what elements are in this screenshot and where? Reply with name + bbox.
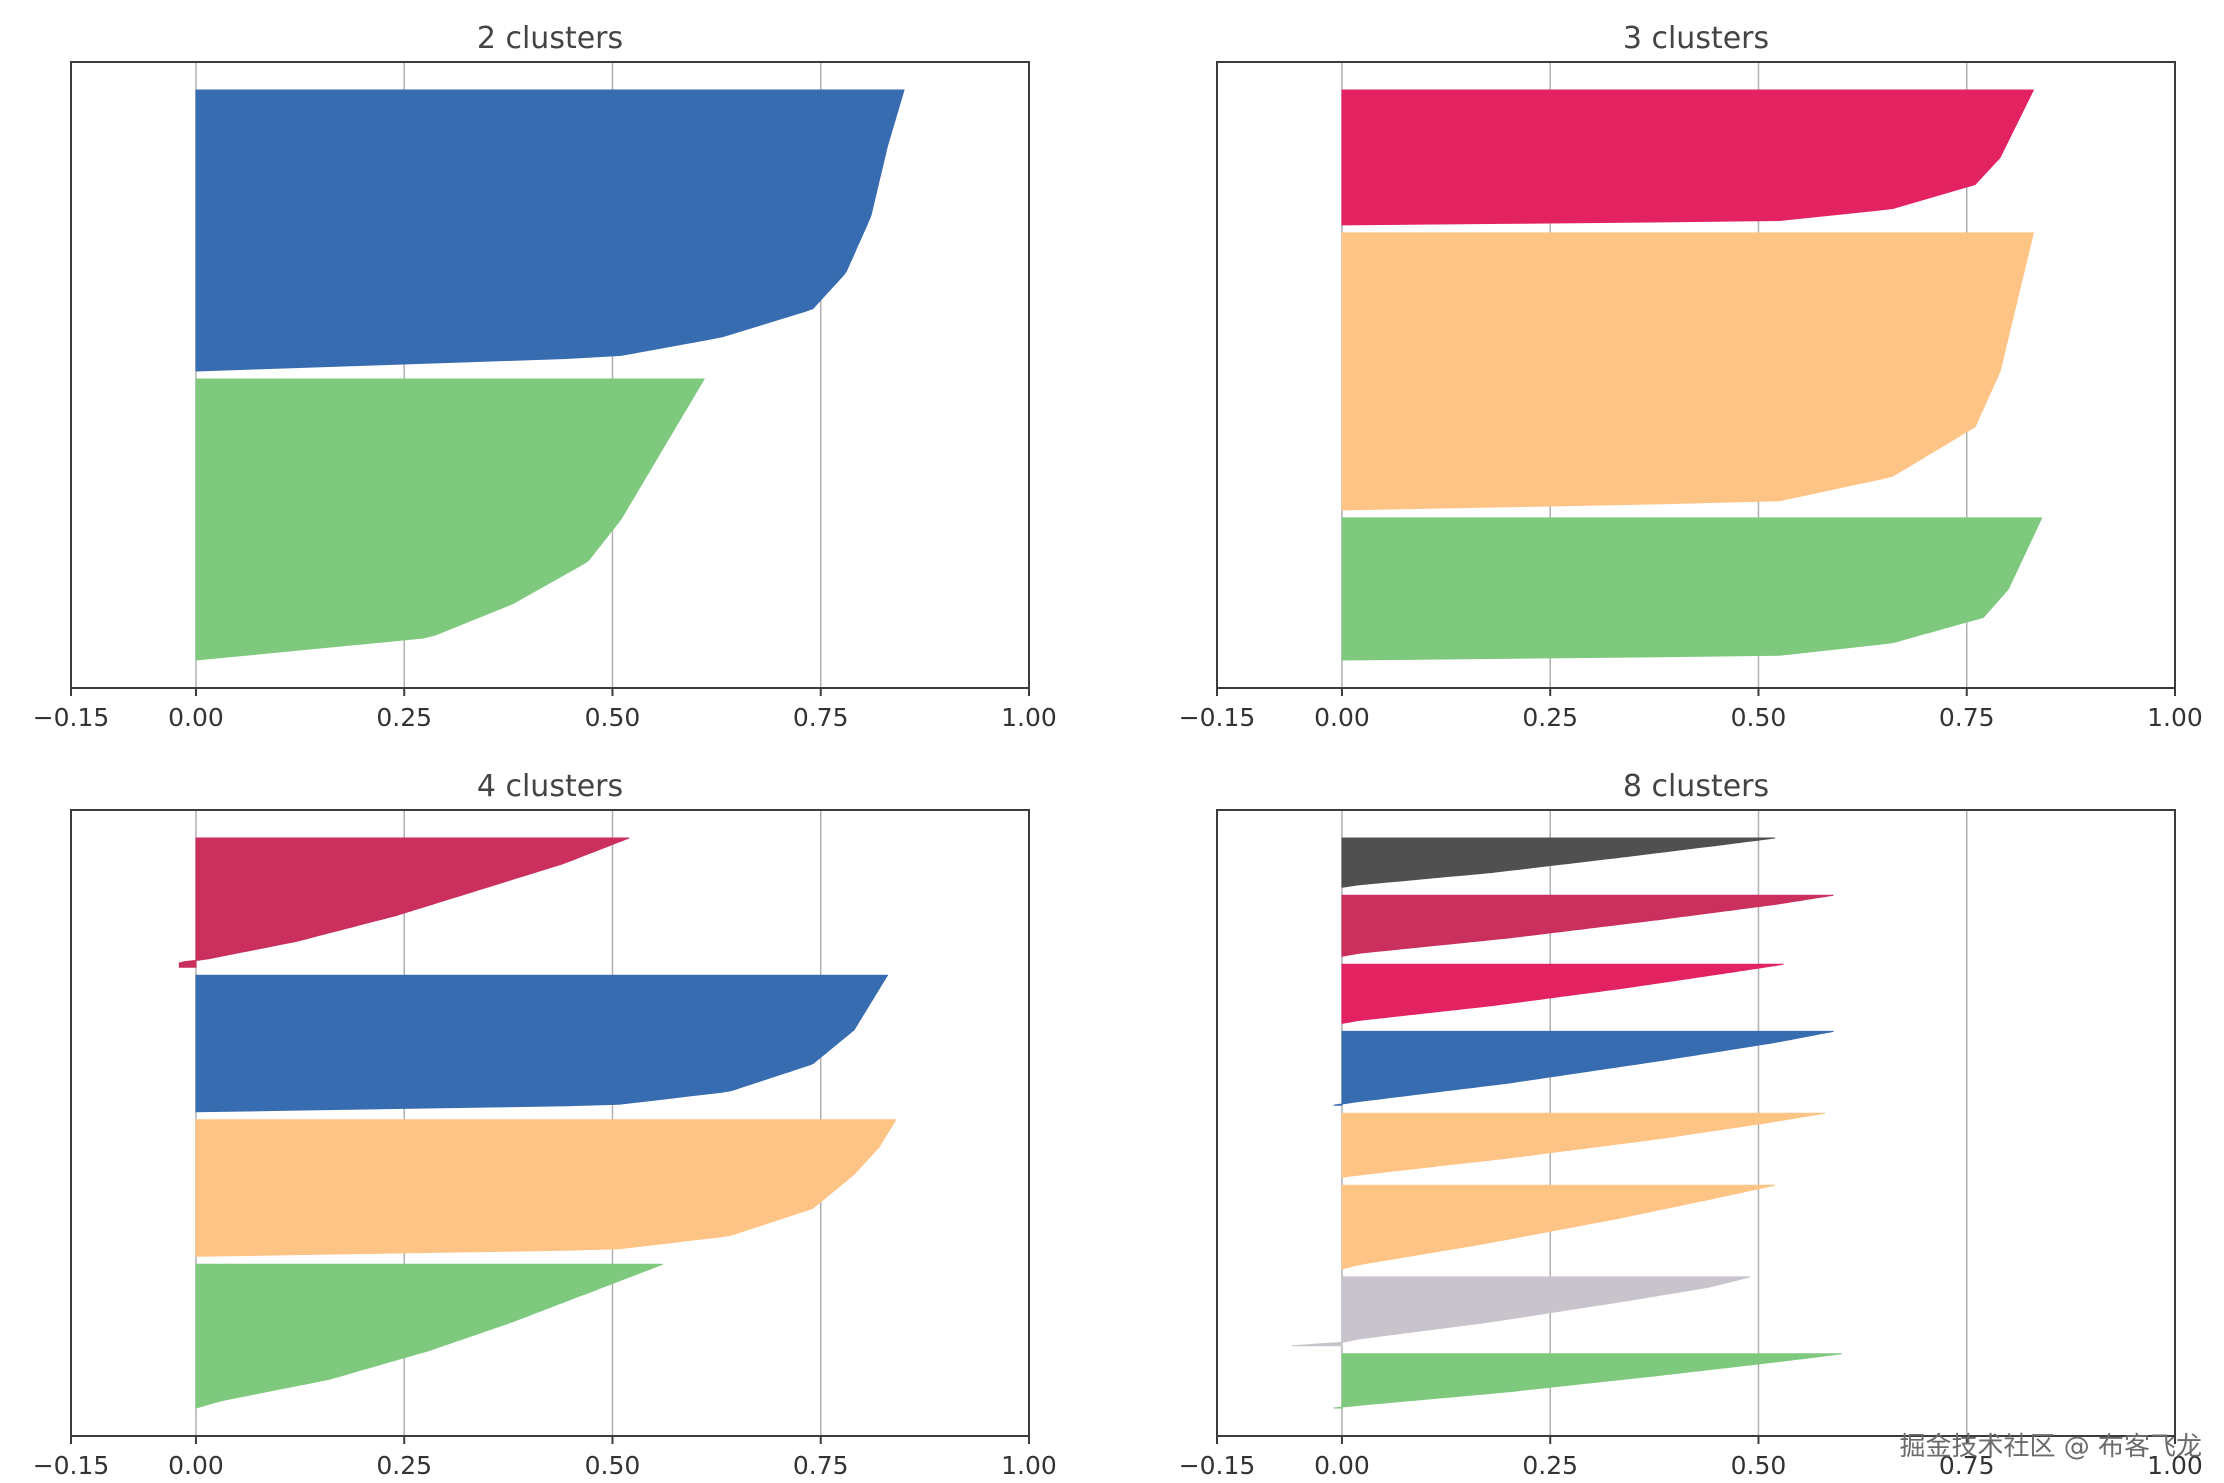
axes-frame — [70, 809, 1030, 1437]
silhouette-cluster-6 — [1341, 963, 1784, 1025]
silhouette-cluster-2 — [195, 1119, 897, 1257]
silhouette-subplot-4: −0.15 0.00 0.25 0.50 0.75 1.00 8 clusters — [1179, 769, 2203, 1480]
axes-frame — [70, 61, 1030, 689]
x-tick-label: −0.15 — [1179, 1451, 1256, 1480]
x-tick-label: 0.50 — [1731, 703, 1787, 732]
silhouette-cluster-2 — [1341, 232, 2035, 511]
x-tick-label: 0.00 — [168, 1451, 224, 1480]
silhouette-cluster-7 — [1341, 894, 1834, 957]
silhouette-cluster-3 — [195, 974, 889, 1113]
silhouette-cluster-5 — [1333, 1030, 1834, 1106]
axes-frame — [1216, 809, 2176, 1437]
x-tick-label: 0.25 — [376, 1451, 432, 1480]
subplot-title: 3 clusters — [1623, 21, 1769, 56]
x-tick-label: −0.15 — [33, 1451, 110, 1480]
x-tick-label: 1.00 — [1001, 1451, 1057, 1480]
watermark: 掘金技术社区 @ 布客飞龙 — [1899, 1432, 2202, 1462]
x-tick-label: −0.15 — [33, 703, 110, 732]
x-tick-label: 0.75 — [793, 703, 849, 732]
x-tick-label: 0.75 — [1939, 1451, 1995, 1480]
silhouette-subplot-1: −0.15 0.00 0.25 0.50 0.75 1.00 2 clusters — [33, 21, 1057, 732]
axes-frame — [1216, 61, 2176, 689]
silhouette-cluster-1 — [1333, 1353, 1842, 1409]
x-tick-label: 0.75 — [1939, 703, 1995, 732]
silhouette-cluster-1 — [1341, 517, 2043, 661]
x-tick-label: 0.50 — [1731, 1451, 1787, 1480]
silhouette-cluster-1 — [195, 1263, 663, 1409]
silhouette-subplot-2: −0.15 0.00 0.25 0.50 0.75 1.00 3 clusters — [1179, 21, 2203, 732]
x-tick-label: 0.25 — [376, 703, 432, 732]
subplot-title: 2 clusters — [477, 21, 623, 56]
x-tick-label: 0.25 — [1522, 703, 1578, 732]
silhouette-cluster-3 — [1341, 1184, 1776, 1270]
silhouette-cluster-1 — [195, 378, 705, 661]
silhouette-cluster-4 — [178, 837, 630, 968]
silhouette-cluster-4 — [1341, 1112, 1826, 1178]
x-tick-label: 0.25 — [1522, 1451, 1578, 1480]
subplot-title: 8 clusters — [1623, 769, 1769, 804]
silhouette-cluster-2 — [1291, 1276, 1751, 1347]
x-tick-label: 1.00 — [2147, 1451, 2203, 1480]
silhouette-cluster-3 — [1341, 89, 2035, 226]
x-tick-label: 1.00 — [2147, 703, 2203, 732]
x-tick-label: 0.00 — [168, 703, 224, 732]
x-tick-label: 0.00 — [1314, 703, 1370, 732]
x-tick-label: 0.75 — [793, 1451, 849, 1480]
silhouette-subplot-3: −0.15 0.00 0.25 0.50 0.75 1.00 4 clusters — [33, 769, 1057, 1480]
silhouette-cluster-8 — [1341, 837, 1776, 888]
x-tick-label: 0.00 — [1314, 1451, 1370, 1480]
subplot-title: 4 clusters — [477, 769, 623, 804]
x-tick-label: −0.15 — [1179, 703, 1256, 732]
x-tick-label: 0.50 — [585, 703, 641, 732]
silhouette-cluster-2 — [195, 89, 905, 372]
x-tick-label: 1.00 — [1001, 703, 1057, 732]
x-tick-label: 0.50 — [585, 1451, 641, 1480]
